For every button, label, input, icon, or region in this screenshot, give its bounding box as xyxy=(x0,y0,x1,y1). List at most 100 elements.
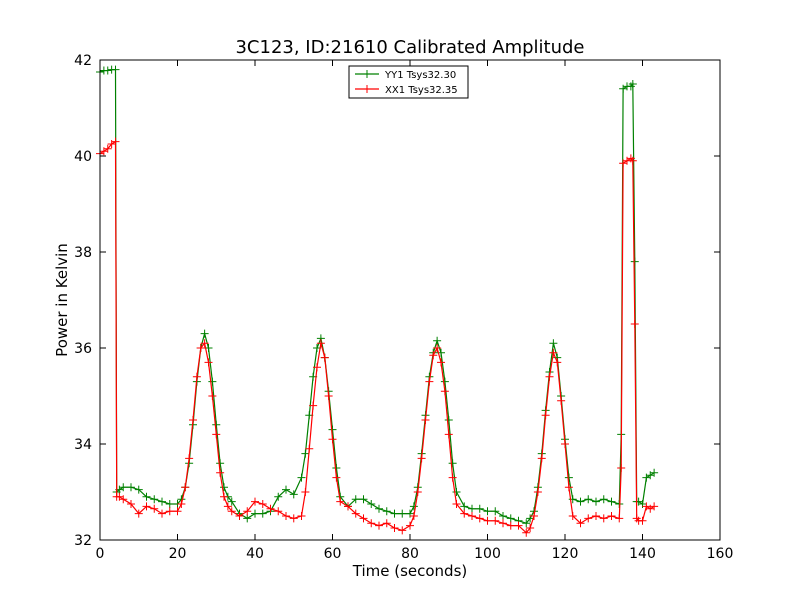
data-point xyxy=(305,444,314,453)
data-point xyxy=(367,500,376,508)
data-point xyxy=(452,500,461,508)
data-point xyxy=(301,488,310,496)
x-tick-label: 20 xyxy=(169,546,187,562)
data-point xyxy=(251,497,259,506)
data-point xyxy=(576,497,585,506)
data-point xyxy=(336,497,345,506)
data-point xyxy=(192,372,201,381)
data-point xyxy=(208,392,217,400)
data-point xyxy=(243,507,252,516)
data-point xyxy=(617,464,626,472)
x-tick-label: 160 xyxy=(707,546,734,562)
data-point xyxy=(549,339,558,348)
data-point xyxy=(537,454,546,463)
data-point xyxy=(390,509,399,518)
data-point xyxy=(243,514,252,523)
data-point xyxy=(522,528,531,537)
data-point xyxy=(557,396,566,405)
data-point xyxy=(200,329,209,338)
data-point xyxy=(491,516,500,525)
data-point xyxy=(165,507,174,516)
data-point xyxy=(142,502,151,511)
data-point xyxy=(630,257,639,266)
data-point xyxy=(282,485,290,494)
data-point xyxy=(599,514,608,523)
legend: YY1 Tsys32.30 XX1 Tsys32.35 xyxy=(348,65,469,99)
data-point xyxy=(440,387,449,396)
data-point xyxy=(127,483,135,492)
data-point xyxy=(216,459,225,468)
data-point xyxy=(251,509,259,518)
data-point xyxy=(212,420,221,429)
x-tick-label: 80 xyxy=(401,546,419,562)
data-point xyxy=(533,488,542,496)
data-point xyxy=(382,507,391,516)
data-point xyxy=(189,416,197,424)
data-point xyxy=(351,495,360,504)
x-axis-title: Time (seconds) xyxy=(352,562,468,580)
data-point xyxy=(227,507,236,516)
y-tick-label: 32 xyxy=(74,533,92,549)
data-point xyxy=(289,514,298,523)
data-point xyxy=(444,416,453,424)
data-point xyxy=(150,495,159,504)
data-point xyxy=(200,339,209,348)
data-point xyxy=(491,507,500,516)
data-point xyxy=(576,519,585,528)
y-tick-label: 36 xyxy=(74,341,92,357)
data-point xyxy=(227,497,236,506)
data-point xyxy=(332,464,341,472)
data-point xyxy=(433,336,442,345)
y-tick-label: 34 xyxy=(74,437,92,453)
data-point xyxy=(320,353,329,362)
data-point xyxy=(592,512,600,520)
data-point xyxy=(313,363,321,372)
legend-label: XX1 Tsys32.35 xyxy=(385,85,458,96)
data-point xyxy=(483,507,492,516)
data-point xyxy=(409,512,418,520)
data-point xyxy=(316,339,325,348)
data-point xyxy=(142,492,151,501)
data-point xyxy=(258,500,267,508)
data-point xyxy=(425,377,434,386)
chart-title: 3C123, ID:21610 Calibrated Amplitude xyxy=(235,37,584,58)
data-point xyxy=(332,473,341,482)
x-tick-label: 0 xyxy=(96,546,105,562)
data-point xyxy=(549,348,558,357)
data-point xyxy=(592,497,600,506)
data-point xyxy=(328,435,337,444)
data-point xyxy=(599,495,608,504)
data-point xyxy=(258,509,267,518)
data-point xyxy=(297,512,306,520)
data-point xyxy=(514,521,523,530)
data-point xyxy=(150,504,159,513)
legend-label: YY1 Tsys32.30 xyxy=(384,70,456,81)
data-point xyxy=(448,459,457,468)
legend-marker xyxy=(363,70,371,78)
data-point xyxy=(127,500,135,508)
data-point xyxy=(429,351,438,360)
data-point xyxy=(607,512,616,520)
data-point xyxy=(220,483,228,492)
data-point xyxy=(468,504,476,513)
data-point xyxy=(499,519,507,528)
data-point xyxy=(545,372,554,381)
data-point xyxy=(584,495,593,504)
data-point xyxy=(324,392,333,400)
data-point xyxy=(119,495,128,504)
x-tick-label: 100 xyxy=(474,546,501,562)
data-point xyxy=(526,524,535,532)
data-point xyxy=(628,156,637,165)
series-1 xyxy=(96,137,659,537)
data-point xyxy=(530,512,538,520)
data-point xyxy=(212,430,221,439)
data-point xyxy=(165,500,174,508)
data-point xyxy=(448,473,457,482)
data-point xyxy=(282,512,290,520)
data-point xyxy=(650,468,659,477)
data-point xyxy=(309,401,318,410)
legend-marker xyxy=(363,85,371,93)
data-point xyxy=(413,488,422,496)
data-point xyxy=(417,454,426,463)
